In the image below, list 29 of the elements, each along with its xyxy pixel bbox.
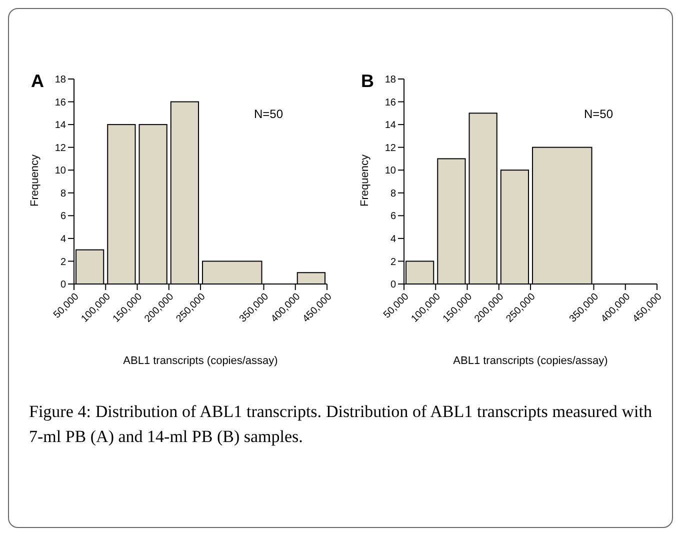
x-axis-title: ABL1 transcripts (copies/assay) bbox=[453, 355, 608, 367]
y-axis-title: Frequency bbox=[28, 154, 41, 206]
y-tick-label: 2 bbox=[60, 256, 66, 268]
y-tick-label: 4 bbox=[60, 234, 66, 245]
y-tick-label: 10 bbox=[54, 166, 66, 177]
y-tick-label: 18 bbox=[384, 74, 396, 86]
y-tick-label: 12 bbox=[384, 142, 396, 154]
chart-title: B bbox=[361, 71, 374, 92]
chart-title: A bbox=[31, 71, 44, 92]
annotation: N=50 bbox=[584, 107, 614, 121]
y-tick-label: 4 bbox=[390, 234, 396, 245]
caption: Figure 4: Distribution of ABL1 transcripts. Distribution of ABL1 transcripts measured with 7-ml PB (A) and 14-ml PB (B) samples. bbox=[29, 401, 652, 448]
y-axis-title: Frequency bbox=[358, 154, 371, 206]
y-tick-label: 10 bbox=[384, 166, 396, 177]
y-tick-label: 6 bbox=[60, 211, 66, 222]
y-tick-label: 14 bbox=[384, 120, 396, 132]
y-tick-label: 6 bbox=[390, 211, 396, 222]
y-tick-label: 16 bbox=[384, 97, 396, 108]
y-tick-label: 16 bbox=[54, 97, 66, 108]
y-tick-label: 8 bbox=[60, 188, 66, 200]
y-tick-label: 0 bbox=[60, 280, 66, 291]
y-tick-label: 18 bbox=[54, 74, 66, 86]
y-tick-label: 0 bbox=[390, 280, 396, 291]
annotation: N=50 bbox=[254, 107, 284, 121]
y-tick-label: 2 bbox=[390, 256, 396, 268]
y-tick-label: 12 bbox=[54, 142, 66, 154]
x-axis-title: ABL1 transcripts (copies/assay) bbox=[123, 355, 278, 367]
y-tick-label: 8 bbox=[390, 188, 396, 200]
y-tick-label: 14 bbox=[54, 120, 66, 132]
